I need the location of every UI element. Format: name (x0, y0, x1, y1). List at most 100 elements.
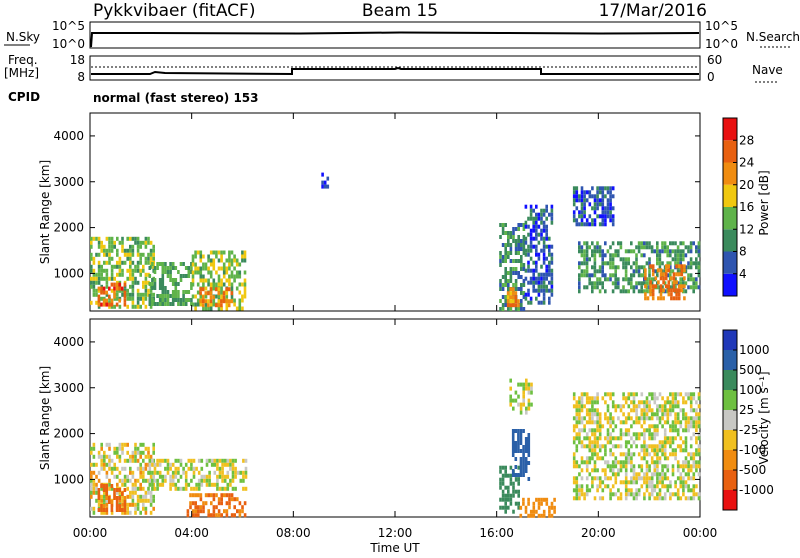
echo-cell (656, 412, 659, 417)
echo-cell (662, 276, 665, 281)
echo-cell (687, 468, 690, 473)
echo-cell (583, 202, 586, 207)
echo-cell (604, 468, 607, 473)
echo-cell (650, 488, 654, 493)
echo-cell (662, 296, 665, 301)
echo-cell (671, 424, 675, 429)
echo-cell (669, 253, 672, 258)
echo-cell (174, 486, 178, 491)
echo-cell (196, 298, 200, 303)
echo-cell (136, 478, 140, 483)
echo-cell (209, 270, 213, 275)
echo-cell (535, 248, 538, 253)
echo-cell (593, 432, 597, 437)
echo-cell (177, 282, 180, 286)
echo-cell (578, 273, 581, 278)
echo-cell (619, 464, 623, 469)
echo-cell (139, 462, 142, 467)
echo-cell (148, 298, 152, 302)
echo-cell (624, 265, 628, 270)
echo-cell (635, 281, 638, 286)
echo-cell (604, 472, 607, 477)
echo-cell (601, 261, 604, 266)
echo-cell (622, 396, 625, 401)
echo-cell (617, 444, 620, 449)
echo-cell (666, 416, 670, 421)
echo-cell (575, 496, 579, 501)
echo-cell (517, 493, 520, 498)
echo-cell (243, 254, 247, 259)
velocity-y-axis-label: Slant Range [km] (38, 366, 52, 470)
echo-cell (585, 198, 589, 203)
echo-cell (545, 236, 548, 241)
echo-cell (635, 265, 638, 270)
echo-cell (126, 292, 129, 297)
echo-cell (139, 256, 142, 261)
echo-cell (509, 307, 513, 311)
echo-cell (123, 474, 127, 479)
echo-cell (156, 302, 159, 306)
echo-cell (585, 432, 589, 437)
echo-cell (202, 266, 205, 271)
echo-cell (199, 299, 202, 304)
echo-cell (118, 498, 122, 503)
echo-cell (550, 220, 554, 225)
echo-cell (632, 496, 636, 501)
echo-cell (514, 267, 518, 271)
echo-cell (669, 428, 672, 433)
echo-cell (118, 478, 122, 483)
echo-cell (121, 244, 124, 249)
echo-cell (108, 478, 111, 483)
echo-cell (540, 284, 543, 289)
echo-cell (151, 278, 154, 282)
echo-cell (609, 214, 612, 219)
echo-cell (675, 292, 678, 297)
echo-cell (593, 218, 597, 223)
echo-cell (126, 256, 129, 261)
echo-cell (118, 282, 121, 287)
echo-cell (666, 476, 670, 481)
echo-cell (524, 224, 528, 229)
echo-cell (542, 276, 546, 281)
echo-cell (666, 488, 670, 493)
echo-cell (689, 245, 693, 250)
echo-cell (585, 265, 589, 270)
echo-cell (97, 470, 101, 475)
echo-cell (525, 410, 528, 415)
echo-cell (194, 270, 197, 275)
echo-cell (113, 282, 116, 287)
echo-cell (520, 299, 523, 303)
echo-cell (692, 424, 696, 429)
echo-cell (199, 254, 203, 259)
n-search-label: N.Search (746, 30, 800, 44)
echo-cell (606, 190, 610, 195)
echo-cell (669, 285, 672, 290)
echo-cell (689, 404, 693, 409)
echo-cell (522, 243, 526, 247)
echo-cell (689, 249, 693, 254)
echo-cell (126, 486, 129, 491)
echo-cell (103, 494, 106, 499)
echo-cell (105, 498, 109, 503)
echo-cell (692, 476, 696, 481)
echo-cell (220, 493, 223, 498)
echo-cell (627, 460, 631, 465)
echo-cell (194, 294, 197, 299)
echo-cell (645, 472, 649, 477)
echo-cell (92, 486, 96, 491)
echo-cell (511, 433, 515, 437)
echo-cell (663, 428, 667, 433)
x-tick-label: 04:00 (174, 526, 209, 540)
echo-cell (113, 244, 116, 249)
echo-cell (512, 295, 515, 300)
echo-cell (134, 478, 137, 483)
echo-cell (572, 198, 576, 203)
echo-cell (115, 286, 119, 291)
echo-cell (575, 436, 579, 441)
echo-cell (171, 262, 175, 266)
echo-cell (213, 470, 217, 475)
echo-cell (524, 505, 528, 510)
echo-cell (123, 488, 127, 492)
